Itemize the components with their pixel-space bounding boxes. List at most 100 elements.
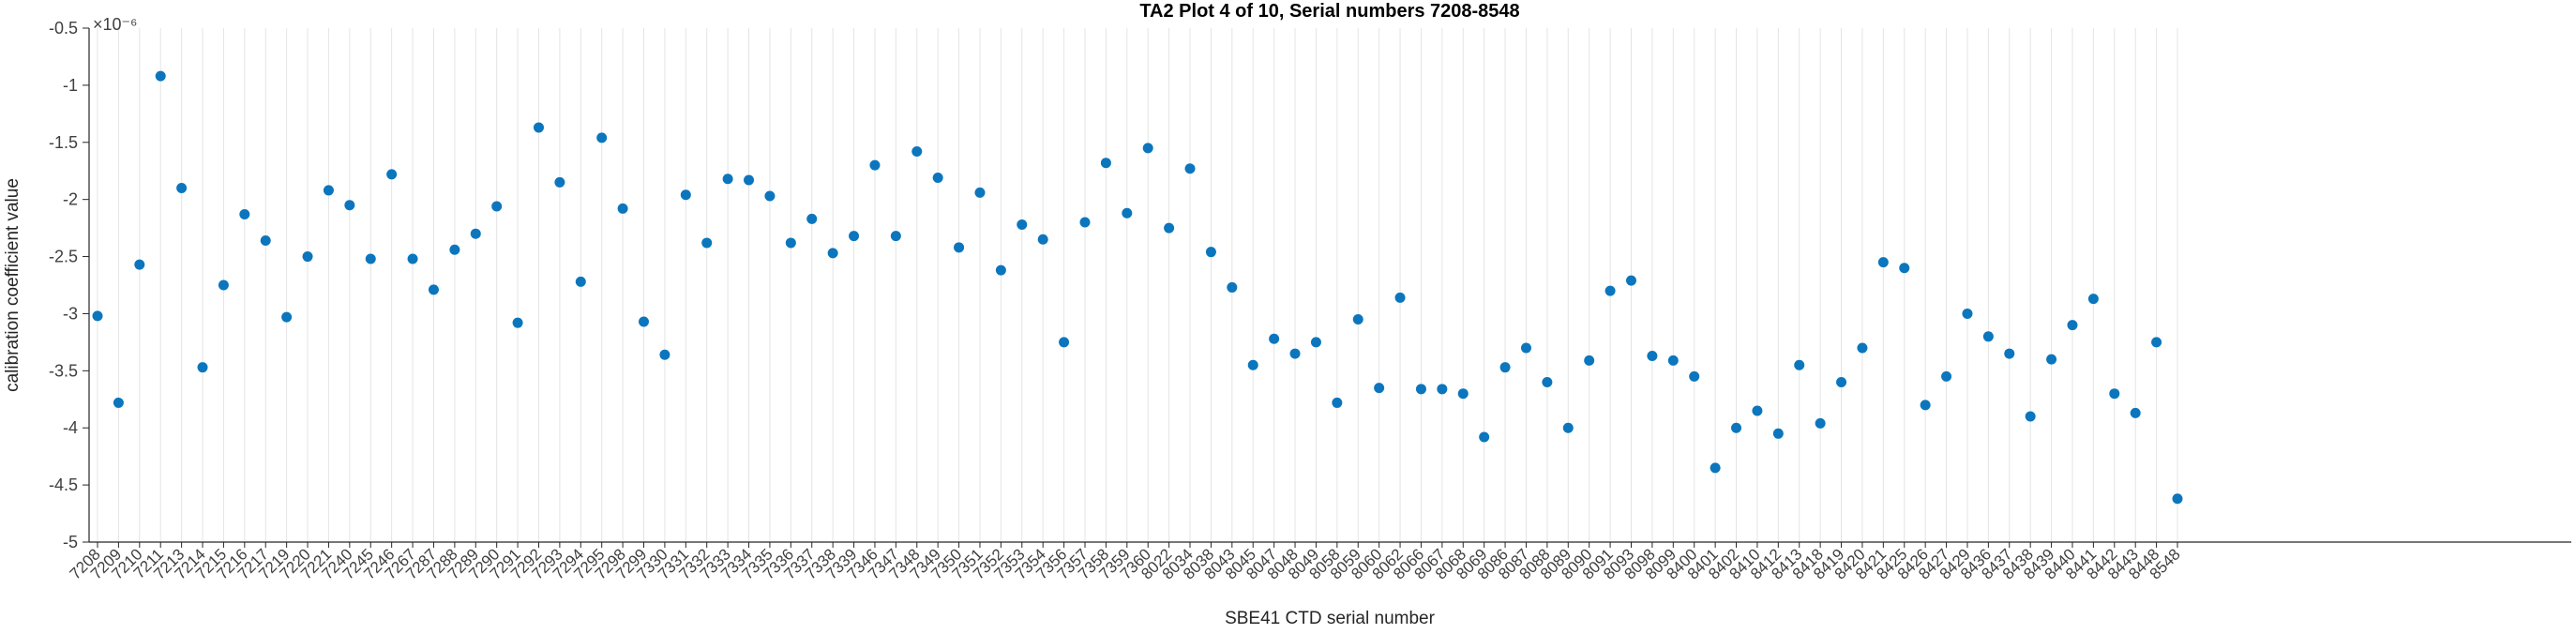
data-point — [974, 187, 986, 198]
data-point — [1584, 355, 1595, 366]
data-point — [2004, 348, 2015, 359]
y-axis-title: calibration coefficient value — [3, 178, 23, 392]
y-tick-label: -2.5 — [49, 248, 78, 266]
data-point — [1962, 308, 1973, 319]
data-point — [1667, 355, 1679, 366]
data-point — [1415, 384, 1426, 395]
data-point — [1289, 348, 1301, 359]
data-point — [281, 311, 293, 323]
data-point — [2025, 411, 2036, 422]
y-tick-label: -0.5 — [49, 19, 78, 38]
data-point — [744, 174, 755, 186]
data-point — [1941, 370, 1952, 382]
data-point — [1437, 384, 1448, 395]
data-point — [639, 316, 650, 327]
data-point — [2087, 294, 2099, 305]
data-point — [659, 349, 670, 360]
y-tick-label: -5 — [63, 533, 78, 551]
data-point — [176, 182, 188, 193]
data-point — [1310, 337, 1321, 348]
data-point — [575, 276, 586, 287]
data-point — [1227, 281, 1238, 293]
data-point — [2130, 407, 2141, 418]
data-point — [1479, 431, 1490, 443]
data-point — [1037, 234, 1048, 245]
data-point — [1625, 275, 1636, 286]
data-point — [785, 237, 796, 249]
data-point — [1689, 370, 1700, 382]
y-tick-label: -4.5 — [49, 476, 78, 494]
data-point — [1520, 342, 1531, 354]
data-point — [1752, 405, 1763, 416]
data-point — [1142, 143, 1153, 154]
y-tick-label: -3 — [63, 304, 78, 323]
data-point — [722, 174, 733, 185]
data-point — [1857, 342, 1868, 354]
data-point — [239, 208, 250, 219]
data-point — [1710, 462, 1721, 474]
data-point — [1815, 417, 1826, 429]
data-point — [92, 310, 103, 322]
data-point — [1269, 333, 1280, 344]
data-point — [1184, 163, 1196, 174]
data-point — [2067, 320, 2078, 331]
data-point — [323, 185, 334, 196]
data-point — [302, 251, 313, 263]
data-point — [890, 231, 901, 242]
data-point — [827, 248, 838, 259]
data-point — [491, 201, 503, 212]
data-point — [428, 284, 439, 295]
data-point — [1772, 428, 1784, 439]
data-point — [113, 397, 124, 408]
data-point — [1374, 383, 1385, 394]
data-point — [1100, 158, 1111, 169]
data-point — [512, 317, 523, 328]
data-point — [218, 279, 229, 291]
data-point — [1920, 400, 1931, 411]
data-point — [596, 132, 608, 143]
data-point — [344, 200, 355, 211]
data-point — [155, 70, 166, 82]
data-point — [680, 189, 691, 201]
data-point — [260, 235, 271, 247]
data-point — [1352, 314, 1363, 325]
data-point — [1836, 377, 1847, 388]
data-point — [533, 122, 544, 133]
data-point — [701, 237, 713, 249]
data-point — [911, 146, 923, 158]
y-tick-label: -1.5 — [49, 133, 78, 152]
plot-area: 7208720972107211721372147215721672177219… — [49, 19, 2571, 583]
data-point — [1877, 257, 1889, 268]
data-point — [1122, 207, 1133, 219]
data-point — [1079, 217, 1091, 228]
data-point — [1457, 388, 1469, 400]
data-point — [1205, 247, 1216, 258]
data-point — [764, 190, 776, 202]
data-point — [869, 159, 881, 171]
data-point — [134, 259, 145, 270]
data-point — [954, 242, 965, 253]
data-point — [1332, 397, 1343, 408]
data-point — [1499, 362, 1511, 373]
data-point — [2151, 337, 2162, 348]
data-point — [1164, 222, 1175, 234]
data-point — [2109, 388, 2120, 400]
data-point — [1794, 359, 1805, 370]
data-point — [1604, 285, 1616, 296]
y-tick-label: -3.5 — [49, 361, 78, 380]
data-point — [197, 362, 208, 373]
data-point — [470, 228, 481, 239]
data-point — [1982, 331, 1994, 342]
data-point — [1899, 263, 1910, 274]
chart-title: TA2 Plot 4 of 10, Serial numbers 7208-85… — [1139, 1, 1519, 22]
y-axis-exponent-label: ×10⁻⁶ — [93, 15, 137, 34]
data-point — [365, 253, 376, 264]
data-point — [1247, 359, 1258, 370]
data-point — [2046, 354, 2057, 365]
y-tick-label: -2 — [63, 190, 78, 209]
data-point — [407, 253, 418, 264]
data-point — [2172, 493, 2183, 505]
data-point — [617, 203, 628, 214]
